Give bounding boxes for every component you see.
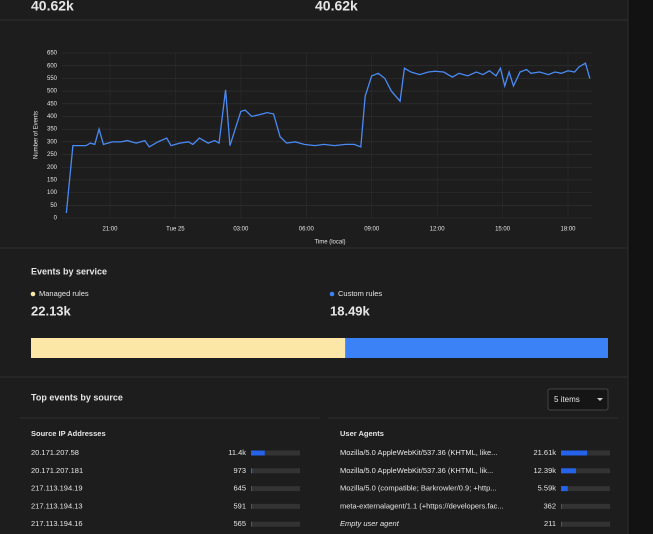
row-name: 217.113.194.16	[31, 519, 83, 528]
y-tick-label: 300	[47, 139, 58, 145]
service-bar	[31, 338, 346, 358]
y-tick-label: 500	[47, 89, 58, 95]
service-value: 18.49k	[330, 303, 371, 318]
column-heading: Source IP Addresses	[31, 429, 106, 438]
bar-track	[561, 486, 610, 492]
row-name: 20.171.207.58	[31, 448, 79, 457]
legend-label: Managed rules	[39, 289, 89, 298]
bar-track	[561, 468, 610, 474]
row-name: 217.113.194.13	[31, 501, 83, 510]
y-axis-label: Number of Events	[34, 111, 40, 159]
row-value: 645	[233, 484, 246, 493]
row-value: 21.61k	[533, 448, 556, 457]
row-bar	[561, 486, 568, 492]
y-tick-label: 250	[47, 152, 58, 158]
bar-track	[251, 503, 300, 509]
row-bar	[251, 503, 252, 509]
row-bar	[251, 521, 252, 527]
y-tick-label: 150	[47, 178, 58, 184]
row-value: 591	[233, 501, 246, 510]
row-bar	[251, 450, 265, 456]
legend-label: Custom rules	[338, 289, 382, 298]
row-value: 565	[233, 519, 246, 528]
section-title: Top events by source	[31, 392, 123, 402]
service-bar	[345, 338, 608, 358]
row-name: Mozilla/5.0 AppleWebKit/537.36 (KHTML, l…	[340, 448, 497, 457]
bar-track	[561, 521, 610, 527]
x-tick-label: 09:00	[364, 227, 380, 233]
y-tick-label: 50	[50, 203, 57, 209]
stat-value: 40.62k	[315, 0, 358, 14]
row-name: Mozilla/5.0 AppleWebKit/537.36 (KHTML, l…	[340, 466, 493, 475]
row-bar	[561, 503, 562, 509]
y-tick-label: 0	[54, 216, 58, 222]
x-tick-label: 18:00	[561, 227, 577, 233]
row-value: 211	[544, 519, 556, 528]
panel	[0, 0, 628, 534]
x-tick-label: 15:00	[495, 227, 511, 233]
bar-track	[251, 521, 300, 527]
line-series	[65, 62, 591, 213]
row-name: 217.113.194.19	[31, 484, 83, 493]
legend-dot	[329, 291, 335, 297]
row-bar	[561, 450, 588, 456]
row-bar	[251, 468, 253, 474]
dropdown-label[interactable]: 5 items	[554, 395, 580, 404]
bar-track	[251, 486, 300, 492]
service-value: 22.13k	[31, 303, 72, 318]
y-tick-label: 650	[47, 51, 58, 57]
row-value: 5.59k	[538, 484, 557, 493]
column-heading: User Agents	[340, 429, 384, 438]
x-tick-label: 12:00	[430, 227, 446, 233]
row-bar	[561, 468, 576, 474]
row-value: 973	[233, 466, 246, 475]
section-title: Events by service	[31, 266, 107, 276]
x-axis-label: Time (local)	[314, 240, 345, 246]
dropdown-caret[interactable]	[597, 398, 603, 401]
stat-value: 40.62k	[31, 0, 74, 14]
row-value: 11.4k	[228, 448, 246, 457]
y-tick-label: 450	[47, 101, 58, 107]
row-value: 362	[543, 501, 556, 510]
x-tick-label: Tue 25	[166, 227, 185, 233]
row-value: 12.39k	[533, 466, 556, 475]
row-bar	[251, 486, 252, 492]
bar-track	[561, 503, 610, 509]
row-name: Mozilla/5.0 (compatible; Barkrowler/0.9;…	[340, 484, 497, 493]
bar-track	[251, 468, 300, 474]
y-tick-label: 350	[47, 127, 58, 133]
y-tick-label: 600	[47, 63, 58, 69]
y-tick-label: 200	[47, 165, 58, 171]
y-tick-label: 400	[47, 114, 58, 120]
x-tick-label: 21:00	[102, 227, 118, 233]
legend-dot	[30, 291, 36, 297]
dropdown[interactable]	[547, 388, 609, 411]
row-name: meta-externalagent/1.1 (+https://develop…	[340, 501, 504, 510]
y-tick-label: 550	[47, 76, 58, 82]
bar-track	[251, 450, 300, 456]
x-tick-label: 06:00	[299, 227, 315, 233]
row-name: 20.171.207.181	[31, 466, 83, 475]
row-name: Empty user agent	[340, 519, 400, 528]
row-bar	[561, 521, 562, 527]
y-tick-label: 100	[47, 190, 58, 196]
x-tick-label: 03:00	[233, 227, 249, 233]
